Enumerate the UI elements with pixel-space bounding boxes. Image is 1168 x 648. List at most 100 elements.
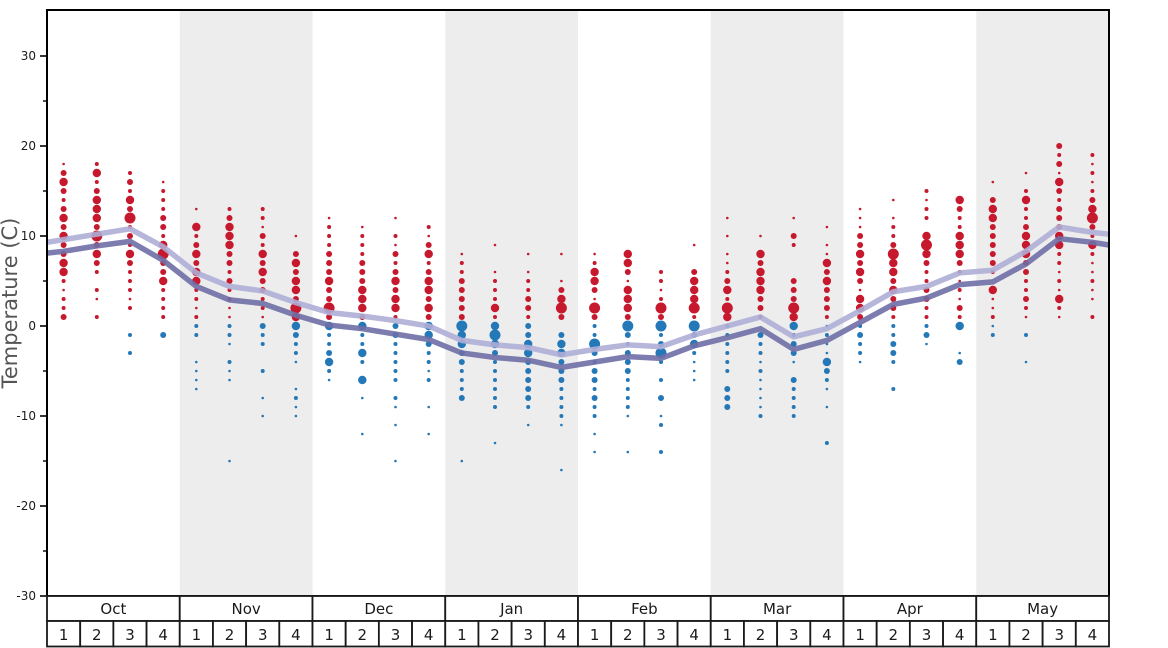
- dot-above-freezing: [560, 279, 563, 283]
- dot-above-freezing: [726, 216, 729, 220]
- dot-above-freezing: [958, 297, 961, 301]
- dot-below-freezing: [725, 369, 730, 373]
- dot-below-freezing: [559, 414, 564, 418]
- dot-above-freezing: [394, 243, 397, 247]
- dot-below-freezing: [824, 378, 829, 382]
- dot-below-freezing: [724, 404, 731, 410]
- dot-above-freezing: [989, 242, 996, 248]
- week-label: 3: [789, 626, 799, 644]
- dot-above-freezing: [724, 278, 731, 284]
- dot-above-freezing: [391, 276, 400, 286]
- dot-above-freezing: [1091, 261, 1094, 265]
- dot-above-freezing: [690, 276, 699, 286]
- dot-above-freezing: [957, 225, 962, 229]
- month-axis-row: Oct Nov Dec Jan Feb Mar Apr May: [46, 595, 1110, 622]
- dot-above-freezing: [226, 251, 233, 257]
- week-cell: [743, 620, 779, 648]
- month-band-mar: [710, 10, 844, 596]
- dot-below-freezing: [758, 342, 763, 346]
- dot-below-freezing: [294, 405, 298, 409]
- dot-above-freezing: [659, 270, 663, 274]
- dot-above-freezing: [59, 258, 68, 268]
- dot-below-freezing: [757, 332, 764, 338]
- dot-below-freezing: [592, 405, 597, 409]
- dot-above-freezing: [526, 315, 531, 319]
- dot-above-freezing: [1091, 162, 1094, 166]
- dot-below-freezing: [655, 320, 667, 332]
- dot-above-freezing: [60, 188, 67, 194]
- dot-above-freezing: [592, 261, 597, 265]
- dot-below-freezing: [725, 351, 730, 355]
- dots-apr-w4: [955, 195, 964, 365]
- dot-below-freezing: [791, 405, 796, 409]
- dot-below-freezing: [360, 333, 365, 337]
- dot-above-freezing: [493, 243, 497, 247]
- dot-below-freezing: [789, 321, 798, 331]
- dot-above-freezing: [92, 204, 102, 214]
- week-label: 2: [225, 626, 235, 644]
- dot-above-freezing: [825, 252, 829, 256]
- y-tick-label: -10: [16, 409, 36, 423]
- dot-above-freezing: [922, 231, 931, 241]
- dot-above-freezing: [924, 279, 929, 283]
- dot-above-freezing: [623, 303, 632, 313]
- dot-above-freezing: [1056, 215, 1063, 221]
- dot-above-freezing: [925, 198, 928, 202]
- week-label: 4: [424, 626, 434, 644]
- dot-below-freezing: [260, 333, 265, 337]
- dot-above-freezing: [226, 278, 233, 284]
- dot-above-freezing: [358, 294, 367, 304]
- dot-above-freezing: [160, 215, 167, 221]
- dot-above-freezing: [1023, 224, 1029, 230]
- dot-above-freezing: [858, 225, 862, 229]
- dot-above-freezing: [955, 195, 964, 205]
- dot-above-freezing: [326, 251, 333, 257]
- dot-below-freezing: [659, 414, 663, 418]
- week-label: 3: [922, 626, 932, 644]
- dot-below-freezing: [659, 423, 663, 427]
- dot-below-freezing: [559, 396, 564, 400]
- dot-below-freezing: [625, 405, 630, 409]
- dot-below-freezing: [624, 332, 631, 338]
- dot-above-freezing: [460, 252, 464, 256]
- dot-above-freezing: [60, 170, 67, 176]
- dot-below-freezing: [560, 423, 563, 427]
- dot-below-freezing: [294, 360, 298, 364]
- dot-above-freezing: [127, 260, 133, 266]
- dots-mar-w4: [822, 225, 832, 445]
- dot-below-freezing: [822, 357, 832, 367]
- dot-above-freezing: [1056, 143, 1063, 149]
- dot-above-freezing: [459, 270, 464, 274]
- dot-above-freezing: [1090, 171, 1095, 175]
- dot-below-freezing: [923, 332, 930, 338]
- dot-above-freezing: [161, 207, 166, 211]
- dots-nov-w2: [225, 207, 234, 463]
- dot-below-freezing: [459, 378, 464, 382]
- dot-below-freezing: [293, 396, 298, 400]
- dot-above-freezing: [427, 234, 431, 238]
- dot-above-freezing: [857, 233, 864, 239]
- dot-below-freezing: [228, 459, 231, 463]
- dot-above-freezing: [195, 306, 198, 310]
- dot-above-freezing: [591, 287, 598, 293]
- dot-above-freezing: [659, 297, 663, 301]
- dot-above-freezing: [92, 195, 102, 205]
- month-band-jan: [445, 10, 578, 596]
- dots-apr-w1: [855, 207, 865, 364]
- dots-feb-w2: [622, 249, 634, 454]
- dot-above-freezing: [757, 296, 764, 302]
- dot-above-freezing: [525, 305, 532, 311]
- dot-below-freezing: [622, 320, 634, 332]
- dot-below-freezing: [692, 369, 696, 373]
- dot-below-freezing: [591, 377, 598, 383]
- dot-above-freezing: [823, 287, 830, 293]
- dot-above-freezing: [93, 260, 100, 266]
- dot-above-freezing: [558, 314, 565, 320]
- dot-above-freezing: [1086, 212, 1098, 224]
- week-label: 3: [1054, 626, 1064, 644]
- dot-above-freezing: [957, 315, 962, 319]
- dot-above-freezing: [60, 224, 67, 230]
- dot-above-freezing: [624, 314, 631, 320]
- week-cell: [942, 620, 978, 648]
